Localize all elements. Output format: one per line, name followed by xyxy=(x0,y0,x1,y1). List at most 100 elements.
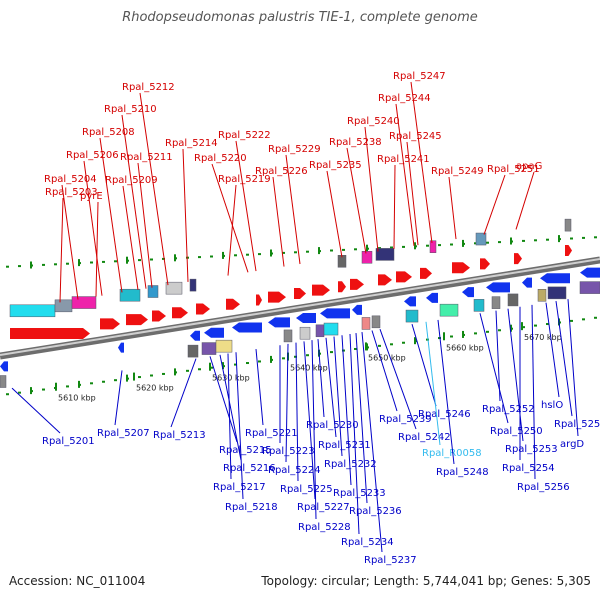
upper-boundary-dot xyxy=(438,244,441,247)
upper-boundary-tick xyxy=(222,251,224,259)
forward-gene-arrow xyxy=(196,303,210,315)
top-leader-line xyxy=(83,160,103,296)
bottom-gene-label: Rpal_5253 xyxy=(505,444,558,455)
top-gene-label: Rpal_5240 xyxy=(347,116,400,127)
reverse-feature-block xyxy=(283,329,293,343)
bottom-gene-label: Rpal_5201 xyxy=(42,436,95,447)
top-leader-line xyxy=(211,163,249,273)
top-gene-label: Rpal_5204 xyxy=(44,174,97,185)
upper-boundary-dot xyxy=(426,244,429,247)
top-leader-line xyxy=(59,197,64,303)
upper-boundary-dot xyxy=(150,258,153,261)
forward-gene-arrow xyxy=(100,318,120,330)
forward-gene-arrow xyxy=(480,258,490,270)
top-gene-label: Rpal_5235 xyxy=(309,160,362,171)
upper-boundary-dot xyxy=(294,251,297,254)
accession-text: Accession: NC_011004 xyxy=(9,574,146,588)
reverse-feature-block xyxy=(405,309,419,323)
upper-boundary-dot xyxy=(582,236,585,239)
reverse-gene-arrow xyxy=(540,273,570,284)
upper-boundary-dot xyxy=(114,260,117,263)
top-gene-label: Rpal_5206 xyxy=(66,150,119,161)
top-leader-line xyxy=(364,126,379,252)
top-leader-line xyxy=(95,201,99,297)
forward-feature-block xyxy=(119,288,141,302)
forward-feature-block xyxy=(147,285,159,298)
lower-boundary-tick xyxy=(78,380,80,388)
bottom-gene-label: Rpal_R0058 xyxy=(422,448,482,459)
bottom-gene-label: Rpal_5223 xyxy=(262,446,315,457)
upper-boundary-tick xyxy=(414,242,416,250)
bottom-leader-line xyxy=(507,308,524,442)
lower-boundary-dot xyxy=(570,319,573,322)
reverse-gene-arrow xyxy=(296,313,316,324)
bottom-leader-line xyxy=(303,341,316,500)
top-gene-label: Rpal_5219 xyxy=(218,174,271,185)
bottom-leader-line xyxy=(479,313,509,424)
upper-boundary-dot xyxy=(282,251,285,254)
lower-boundary-dot xyxy=(294,355,297,358)
forward-gene-arrow xyxy=(565,245,572,257)
reverse-feature-block xyxy=(361,317,371,330)
bottom-leader-line xyxy=(209,356,238,443)
scale-tick-label: 5640 kbp xyxy=(290,364,328,373)
lower-boundary-tick xyxy=(462,330,464,338)
topology-text: Topology: circular; Length: 5,744,041 bp… xyxy=(261,574,591,588)
scale-tick-mark xyxy=(521,322,523,331)
lower-boundary-dot xyxy=(102,380,105,383)
lower-boundary-dot xyxy=(342,349,345,352)
top-leader-line xyxy=(448,176,457,240)
lower-boundary-dot xyxy=(438,337,441,340)
lower-boundary-dot xyxy=(450,335,453,338)
reverse-gene-arrow xyxy=(232,322,262,333)
bottom-leader-line xyxy=(355,333,368,504)
bottom-leader-line xyxy=(11,387,61,434)
reverse-gene-arrow xyxy=(190,330,200,341)
forward-gene-arrow xyxy=(350,278,364,290)
upper-boundary-dot xyxy=(234,254,237,257)
forward-gene-arrow xyxy=(172,307,188,319)
top-gene-label: Rpal_5208 xyxy=(82,127,135,138)
bottom-gene-label: Rpal_5230 xyxy=(306,420,359,431)
bottom-gene-label: Rpal_5227 xyxy=(297,502,350,513)
reverse-feature-block xyxy=(547,286,567,300)
upper-boundary-tick xyxy=(510,237,512,245)
bottom-leader-line xyxy=(411,323,437,407)
top-leader-line xyxy=(235,140,257,272)
reverse-feature-block xyxy=(473,299,485,312)
bottom-leader-line xyxy=(341,335,352,486)
top-gene-label: Rpal_5212 xyxy=(122,82,175,93)
lower-boundary-tick xyxy=(126,374,128,382)
upper-boundary-dot xyxy=(210,255,213,258)
bottom-leader-line xyxy=(219,354,242,461)
bottom-gene-label: Rpal_5233 xyxy=(333,488,386,499)
reverse-gene-arrow xyxy=(0,361,8,372)
scale-tick-mark xyxy=(209,362,211,371)
forward-gene-arrow xyxy=(126,314,148,326)
scale-tick-label: 5650 kbp xyxy=(368,353,406,362)
lower-boundary-tick xyxy=(222,362,224,370)
upper-boundary-dot xyxy=(570,237,573,240)
bottom-gene-label: Rpal_5246 xyxy=(418,409,471,420)
bottom-gene-label: Rpal_5218 xyxy=(225,502,278,513)
reverse-gene-arrow xyxy=(426,292,438,303)
upper-boundary-dot xyxy=(342,248,345,251)
reverse-feature-block xyxy=(299,326,311,340)
forward-gene-arrow xyxy=(256,294,262,306)
bottom-leader-line xyxy=(170,358,197,428)
upper-boundary-dot xyxy=(378,247,381,250)
upper-boundary-tick xyxy=(30,261,32,269)
bottom-gene-label: Rpal_5239 xyxy=(379,414,432,425)
upper-boundary-dot xyxy=(258,253,261,256)
reverse-feature-block xyxy=(215,339,233,353)
bottom-gene-label: Rpal_5225 xyxy=(280,484,333,495)
bottom-gene-label: Rpal_5252 xyxy=(482,404,535,415)
top-leader-line xyxy=(410,81,433,243)
lower-boundary-dot xyxy=(546,323,549,326)
reverse-feature-block xyxy=(537,289,547,302)
upper-boundary-dot xyxy=(402,245,405,248)
upper-boundary-dot xyxy=(18,265,21,268)
top-gene-label: Rpal_5238 xyxy=(329,137,382,148)
lower-boundary-dot xyxy=(330,351,333,354)
